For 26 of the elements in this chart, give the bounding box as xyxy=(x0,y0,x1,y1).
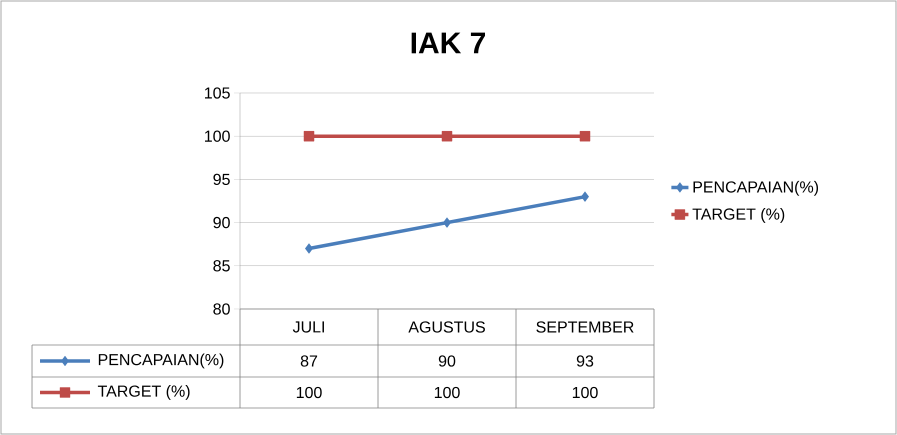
text: TARGET (%) xyxy=(98,385,190,400)
text: PENCAPAIAN(%) xyxy=(98,354,224,368)
y-tick-label: 105 xyxy=(205,87,230,99)
point xyxy=(580,130,590,142)
legend-label: TARGET (%) xyxy=(692,208,784,223)
y-tick-label: 90 xyxy=(213,216,230,228)
point xyxy=(443,217,452,228)
y-tick-label: 100 xyxy=(205,130,230,142)
point xyxy=(581,191,589,202)
y-tick-label: 85 xyxy=(213,260,230,272)
y-tick-label: 80 xyxy=(213,303,230,315)
chart-title: IAK 7 xyxy=(412,32,485,54)
point xyxy=(304,130,314,142)
legend-label: PENCAPAIAN(%) xyxy=(694,180,818,196)
x-tick-label: JULI xyxy=(292,321,324,333)
data-label: 90 xyxy=(438,355,456,367)
data-label: 100 xyxy=(296,386,322,398)
data-label: 87 xyxy=(300,355,318,367)
y-tick-label: 95 xyxy=(213,174,230,186)
data-label: 100 xyxy=(434,386,460,398)
data-label: 93 xyxy=(576,355,594,367)
x-tick-label: AGUSTUS xyxy=(408,321,485,333)
point xyxy=(442,130,452,142)
point xyxy=(305,243,314,254)
data-label: 100 xyxy=(572,386,598,398)
x-tick-label: SEPTEMBER xyxy=(536,321,634,333)
